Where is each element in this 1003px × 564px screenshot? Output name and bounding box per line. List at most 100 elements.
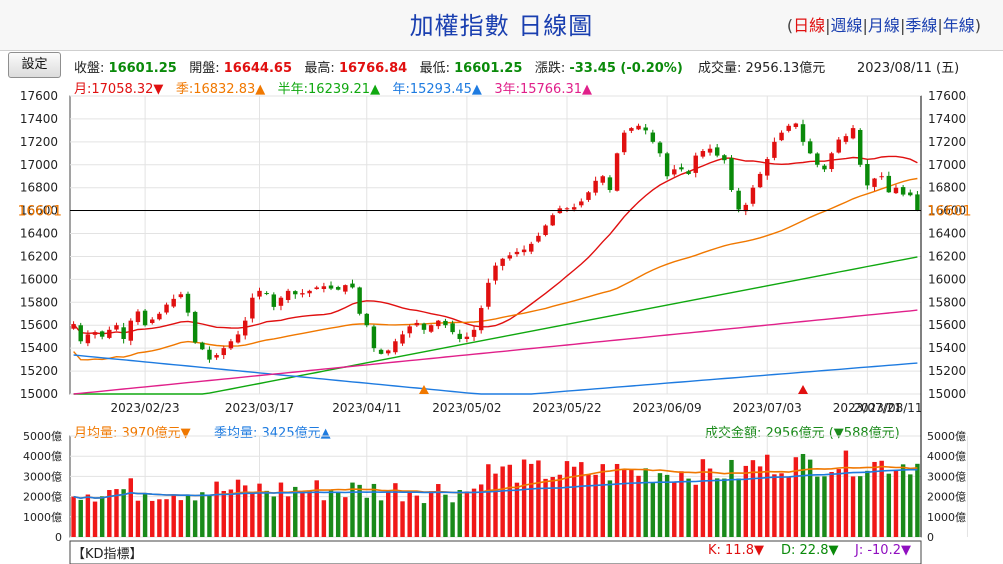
- volume-bar: [121, 489, 126, 537]
- volume-bar: [679, 471, 684, 537]
- volume-bar: [571, 466, 577, 537]
- volume-bar: [765, 454, 770, 537]
- candle-body: [643, 127, 648, 131]
- ma-month-label: 月:17058.32▼: [74, 82, 164, 97]
- volume-bar: [836, 469, 841, 537]
- candle-body: [850, 128, 856, 139]
- candle-body: [386, 350, 391, 354]
- candle-body: [421, 323, 427, 330]
- volume-bar: [78, 499, 83, 537]
- volume-bar: [328, 490, 334, 537]
- price-tick-left: 15400: [20, 341, 58, 355]
- date-tick-label: 2023/05/02: [432, 401, 501, 415]
- candle-body: [750, 187, 756, 204]
- candle-body: [150, 319, 155, 324]
- volume-bar: [815, 476, 820, 537]
- volume-bar: [779, 473, 784, 537]
- volume-bar: [629, 469, 634, 537]
- ma-halfyear-line: [73, 256, 918, 395]
- date-tick-label: 2023/07/03: [733, 401, 802, 415]
- volume-bar: [85, 494, 91, 537]
- volume-bar: [693, 484, 698, 537]
- ma-halfyear-label: 半年:16239.21▲: [277, 82, 381, 97]
- volume-tick-left: 1000億: [23, 511, 62, 524]
- candle-body: [593, 180, 598, 193]
- candle-body: [579, 201, 584, 206]
- candle-body: [829, 153, 834, 170]
- candle-body: [450, 323, 455, 333]
- date-tick-label: 2023/07/21: [833, 401, 902, 415]
- volume-bar: [507, 464, 513, 537]
- volume-bar: [114, 489, 119, 537]
- price-panel-frame: [69, 95, 922, 395]
- price-tick-right: 17000: [928, 158, 966, 172]
- price-tick-left: 16000: [20, 272, 58, 286]
- period-daily-link[interactable]: 日線: [793, 16, 826, 35]
- volume-bar: [128, 478, 134, 537]
- candle-body: [478, 308, 484, 331]
- volume-bar: [750, 460, 756, 537]
- candle-body: [400, 334, 405, 344]
- quarter-cross-marker: [418, 385, 429, 394]
- period-yearly-link[interactable]: 年線: [942, 16, 975, 35]
- candle-body: [228, 341, 234, 349]
- candle-body: [171, 298, 176, 307]
- change-value: -33.45 (-0.20%): [569, 61, 683, 76]
- date-tick-label: 2023/06/09: [633, 401, 702, 415]
- volume-bar: [586, 474, 591, 537]
- volume-bar: [250, 493, 255, 537]
- volume-bar: [650, 482, 656, 537]
- current-price-marker: 16601 16601: [17, 96, 972, 537]
- period-quarterly-link[interactable]: 季線: [905, 16, 938, 35]
- volume-bar: [178, 500, 184, 537]
- candle-body: [271, 294, 277, 307]
- settings-button[interactable]: 設定: [8, 52, 61, 78]
- volume-tick-right: 1000億: [927, 511, 966, 524]
- candle-body: [121, 327, 126, 339]
- candle-body: [636, 125, 641, 130]
- volume-bar: [714, 478, 720, 537]
- volume-tick-left: 2000億: [23, 491, 62, 504]
- volume-bar: [135, 500, 141, 537]
- ma-month-line: [73, 155, 918, 335]
- candle-body: [207, 349, 212, 360]
- candle-body: [550, 215, 555, 226]
- candle-body: [908, 192, 913, 196]
- volume-bar: [729, 459, 734, 537]
- ma-year-label: 年:15293.45▲: [392, 82, 482, 97]
- volume-bar: [421, 503, 427, 537]
- candle-body: [314, 287, 319, 290]
- volume-tick-left: 0: [55, 531, 62, 544]
- period-monthly-link[interactable]: 月線: [867, 16, 900, 35]
- candle-body: [185, 293, 191, 313]
- candle-body: [335, 287, 341, 290]
- candle-body: [364, 313, 369, 326]
- volume-bar: [300, 491, 305, 537]
- candle-body: [78, 325, 83, 342]
- candle-body: [893, 187, 899, 194]
- volume-bar: [672, 482, 677, 537]
- volume-bar: [536, 460, 541, 537]
- date-tick-label: 2023/04/11: [332, 401, 401, 415]
- volume-bar: [314, 480, 319, 537]
- price-tick-right: 15200: [928, 364, 966, 378]
- period-weekly-link[interactable]: 週線: [830, 16, 863, 35]
- candle-body: [571, 207, 577, 210]
- candle-body: [564, 208, 570, 210]
- volume-bar: [636, 475, 641, 537]
- candle-body: [872, 178, 877, 187]
- candle-body: [178, 294, 184, 298]
- volume-bar: [857, 476, 863, 537]
- price-tick-right: 16400: [928, 227, 966, 241]
- volume-bar: [428, 491, 434, 537]
- candle-body: [128, 320, 134, 341]
- price-tick-right: 16800: [928, 181, 966, 195]
- candle-body: [378, 349, 384, 354]
- candle-body: [443, 320, 448, 326]
- volume-bar: [92, 501, 98, 537]
- volume-bar: [443, 494, 448, 537]
- volume-bar: [171, 494, 176, 537]
- volume-bar: [164, 499, 169, 537]
- candlestick-series: [71, 119, 920, 363]
